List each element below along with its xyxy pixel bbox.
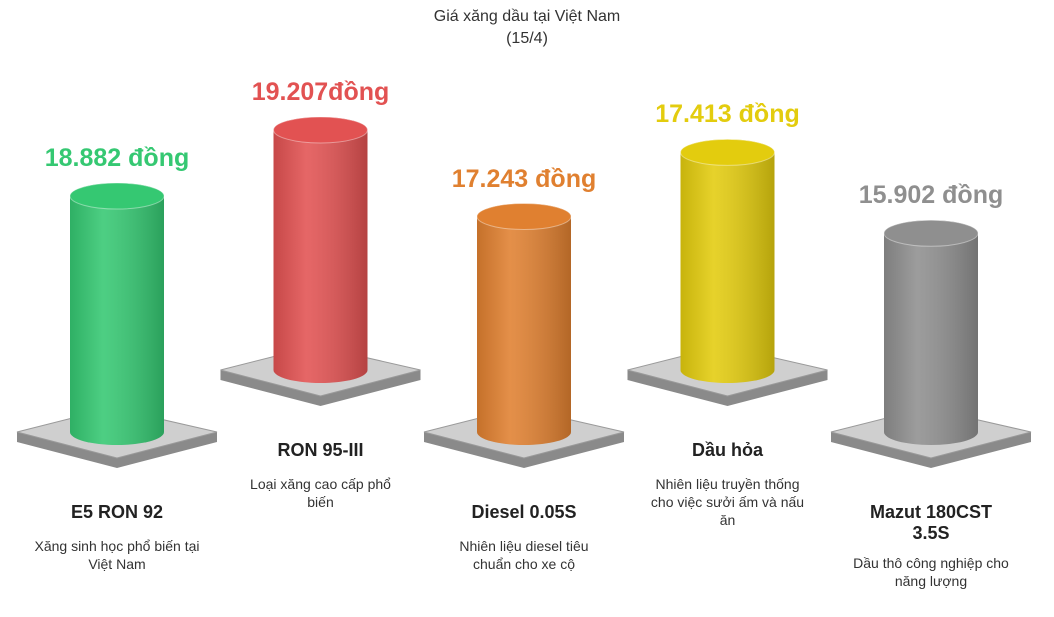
cylinder-top [680, 138, 775, 166]
chart-title: Giá xăng dầu tại Việt Nam [433, 8, 621, 25]
plate-side [220, 370, 421, 406]
category-label: RON 95-III [277, 440, 364, 460]
category-label: E5 RON 92 [70, 502, 164, 522]
value-label: 18.882 đồng [44, 144, 190, 173]
category-label: Dầu hỏa [691, 440, 763, 460]
cylinder-shade [273, 117, 368, 384]
cylinder-shade [884, 220, 978, 445]
plate-side [831, 432, 1031, 468]
value-label: 19.207đồng [251, 78, 390, 106]
cylinder-top [273, 116, 368, 144]
value-label: 17.413 đồng [655, 100, 800, 129]
description: Nhiên liệu truyền thống cho việc sưởi ấm… [650, 476, 805, 528]
value-label: 15.902 đồng [858, 181, 1004, 210]
plate-side [17, 432, 217, 468]
value-label: 17.243 đồng [451, 164, 597, 193]
description: Dầu thô công nghiệp cho năng lượng [853, 555, 1009, 589]
category-label: Mazut 180CST 3.5S [869, 502, 993, 543]
cylinder-top [883, 219, 979, 247]
chart-subtitle: (15/4) [506, 30, 548, 47]
cylinder-shade [70, 183, 164, 445]
category-label: Diesel 0.05S [471, 502, 577, 522]
description: Xăng sinh học phổ biến tại Việt Nam [34, 538, 200, 572]
plate-side [627, 370, 828, 406]
cylinder-top [476, 203, 572, 231]
cylinder-shade [680, 139, 775, 384]
plate-side [424, 432, 624, 468]
description: Loại xăng cao cấp phổ biến [250, 476, 391, 510]
cylinder-top [69, 182, 165, 210]
description: Nhiên liệu diesel tiêu chuẩn cho xe cộ [459, 538, 589, 572]
cylinder-shade [477, 203, 571, 445]
